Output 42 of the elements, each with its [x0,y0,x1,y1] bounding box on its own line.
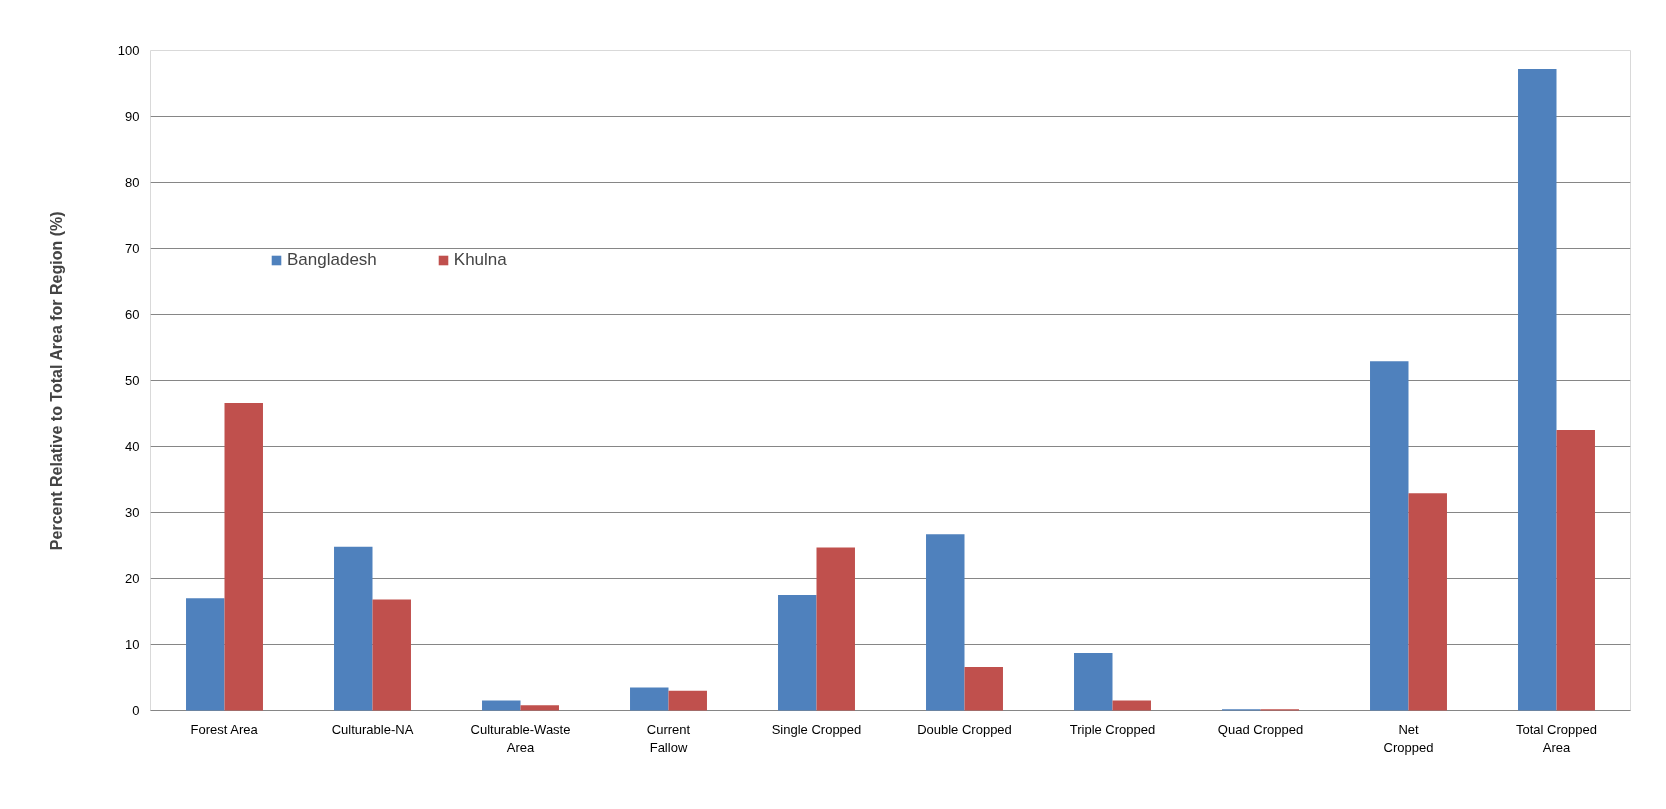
bar [186,598,225,711]
x-tick-label: Net Cropped [1383,721,1434,755]
y-tick-label: 30 [125,505,140,520]
bar [1074,653,1113,711]
y-tick-label: 0 [132,703,140,718]
bar [778,595,817,711]
x-tick-label: Culturable-Waste Area [470,721,571,755]
legend-label: Khulna [453,250,507,270]
x-tick-label: Triple Cropped [1069,721,1156,737]
bar [668,690,707,711]
y-tick-label: 80 [125,175,140,190]
x-tick-label: Single Cropped [771,721,862,737]
bar [926,534,965,711]
y-tick-label: 100 [117,43,140,58]
y-tick-label: 40 [125,439,140,454]
x-tick-label: Total Cropped Area [1516,721,1597,755]
bar [1518,68,1557,711]
bar [1370,361,1409,711]
y-axis-title: Percent Relative to Total Area for Region (%) [47,211,65,551]
x-tick-label: Quad Cropped [1217,721,1304,737]
bar [1408,493,1447,711]
bar [334,546,373,711]
x-tick-label: Current Fallow [646,721,691,755]
bar [224,402,263,711]
bar [1112,700,1151,711]
bar [482,700,521,711]
x-tick-label: Culturable-NA [331,721,414,737]
bar [372,599,411,711]
bar [816,547,855,711]
y-tick-label: 20 [125,571,140,586]
y-tick-label: 10 [125,637,140,652]
bar [964,666,1003,711]
bar [630,687,669,711]
y-tick-label: 90 [125,109,140,124]
y-tick-label: 70 [125,241,140,256]
bar [1556,430,1595,711]
y-tick-label: 60 [125,307,140,322]
x-tick-label: Forest Area [190,721,259,737]
y-tick-label: 50 [125,373,140,388]
x-tick-label: Double Cropped [917,721,1012,737]
bar [520,705,559,711]
legend-label: Bangladesh [287,250,377,270]
